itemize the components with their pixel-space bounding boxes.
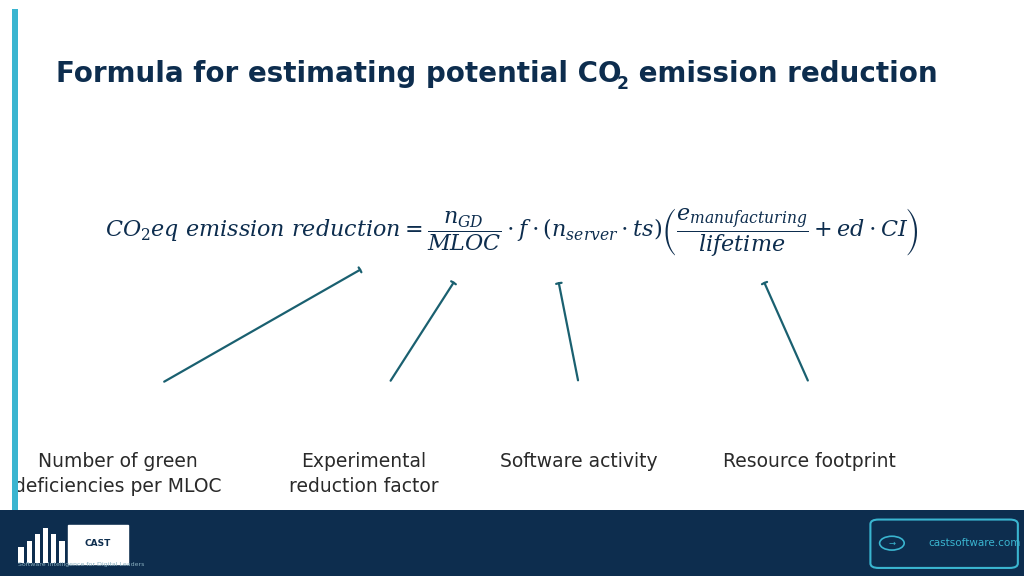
Bar	[27, 541, 32, 563]
Text: Resource footprint: Resource footprint	[723, 452, 895, 471]
Bar	[12, 9, 18, 510]
Bar	[18, 547, 24, 563]
Bar	[59, 541, 65, 563]
Text: →: →	[889, 539, 895, 548]
Text: Experimental
reduction factor: Experimental reduction factor	[289, 452, 438, 496]
Bar	[0, 510, 1024, 576]
Text: Number of green
deficiencies per MLOC: Number of green deficiencies per MLOC	[14, 452, 221, 496]
Text: castsoftware.com: castsoftware.com	[929, 538, 1021, 548]
Bar	[43, 528, 48, 563]
Bar	[35, 535, 40, 563]
Text: Formula for estimating potential CO: Formula for estimating potential CO	[56, 60, 622, 89]
Text: Software activity: Software activity	[500, 452, 657, 471]
Bar	[51, 535, 56, 563]
FancyBboxPatch shape	[68, 525, 128, 564]
Text: $CO_2eq\ \mathit{emission\ reduction} = \dfrac{n_{GD}}{MLOC}\cdot f \cdot (n_{se: $CO_2eq\ \mathit{emission\ reduction} = …	[105, 207, 919, 259]
Text: emission reduction: emission reduction	[629, 60, 937, 89]
Text: Software Intelligence for Digital Leaders: Software Intelligence for Digital Leader…	[18, 562, 144, 567]
Text: CAST: CAST	[85, 539, 111, 548]
Text: 2: 2	[616, 75, 629, 93]
